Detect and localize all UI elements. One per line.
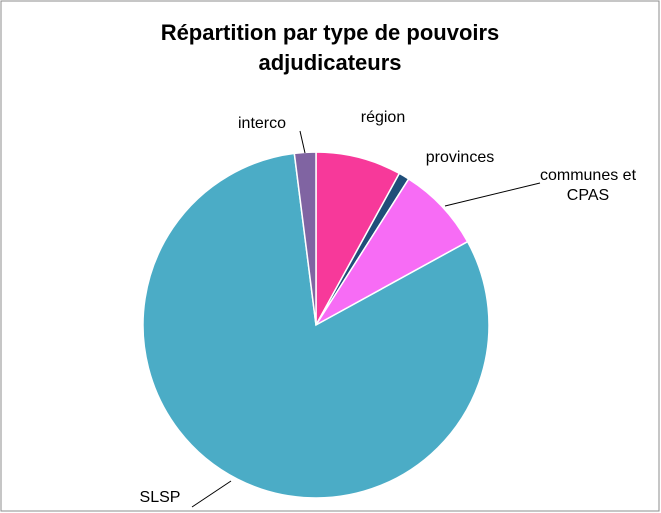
leader-line	[444, 182, 541, 207]
slice-label: communes et CPAS	[539, 167, 637, 204]
slice-label: région	[360, 109, 406, 126]
leader-line	[191, 480, 232, 508]
pie-slice	[142, 152, 490, 499]
slice-label: provinces	[425, 149, 495, 166]
leader-line	[299, 130, 306, 154]
slice-label: interco	[237, 115, 287, 132]
chart-title: Répartition par type de pouvoirs adjudic…	[160, 20, 500, 75]
slice-label: SLSP	[139, 489, 181, 506]
